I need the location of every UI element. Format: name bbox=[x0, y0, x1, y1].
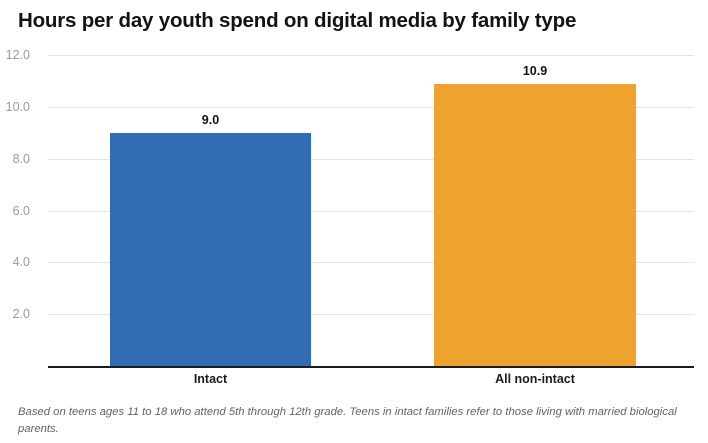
ytick-label-6: 6.0 bbox=[12, 203, 30, 218]
gridline-6 bbox=[48, 210, 694, 212]
bar-value-all-non-intact: 10.9 bbox=[522, 63, 548, 78]
ytick-label-8: 8.0 bbox=[12, 151, 30, 166]
gridline-8 bbox=[48, 158, 694, 160]
chart-footnote: Based on teens ages 11 to 18 who attend … bbox=[18, 406, 677, 435]
bar-all-non-intact[interactable]: 10.9 bbox=[434, 64, 636, 366]
gridline-2 bbox=[48, 314, 694, 316]
plot-area: 12.0 10.0 8.0 6.0 4.0 2.0 9.0 10.9 bbox=[6, 49, 694, 366]
gridline-4 bbox=[48, 262, 694, 264]
gridline-12 bbox=[48, 55, 694, 56]
xtick-label-all-non-intact: All non-intact bbox=[495, 372, 575, 386]
x-axis-line bbox=[48, 366, 694, 368]
bar-intact[interactable]: 9.0 bbox=[110, 113, 311, 366]
gridline-10 bbox=[48, 106, 694, 108]
ytick-label-4: 4.0 bbox=[12, 255, 30, 270]
xtick-label-intact: Intact bbox=[193, 372, 228, 386]
ytick-label-12: 12.0 bbox=[5, 48, 30, 62]
ytick-label-2: 2.0 bbox=[12, 307, 30, 322]
page-title: Hours per day youth spend on digital med… bbox=[18, 9, 577, 32]
bar-value-intact: 9.0 bbox=[201, 112, 220, 127]
ytick-label-10: 10.0 bbox=[5, 99, 30, 114]
